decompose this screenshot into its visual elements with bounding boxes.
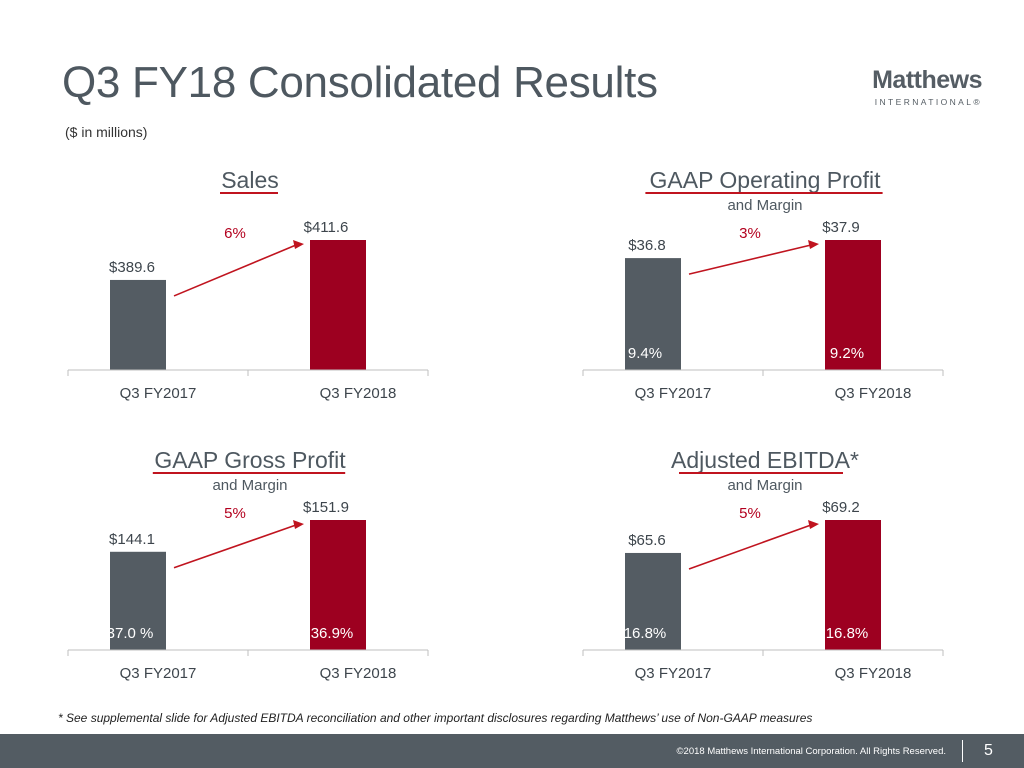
logo-tagline: INTERNATIONAL®	[874, 97, 982, 107]
bar-value-label: $151.9	[303, 499, 349, 516]
bar-q3-fy2018	[825, 520, 881, 650]
bar-q3-fy2017	[625, 552, 681, 650]
page-number: 5	[984, 742, 993, 759]
footer-divider	[962, 740, 963, 762]
margin-label: 9.4%	[628, 345, 662, 362]
margin-label: 16.8%	[826, 625, 869, 642]
category-label: Q3 FY2018	[320, 385, 397, 402]
chart-title: Sales	[221, 167, 279, 193]
margin-label: 16.8%	[624, 625, 667, 642]
bar-q3-fy2018	[310, 520, 366, 650]
slide-title: Q3 FY18 Consolidated Results	[62, 58, 658, 107]
bar-value-label: $65.6	[628, 532, 666, 549]
category-label: Q3 FY2018	[835, 665, 912, 682]
chart-subtitle: and Margin	[727, 477, 802, 494]
units-subtitle: ($ in millions)	[65, 124, 148, 140]
growth-arrowhead	[808, 240, 819, 249]
bar-value-label: $69.2	[822, 499, 860, 516]
margin-label: 36.9%	[311, 625, 354, 642]
sales-chart: Sales $389.6 Q3 FY2017 $411.6 Q3 FY2018 6%	[67, 167, 429, 402]
chart-subtitle: and Margin	[727, 197, 802, 214]
company-logo: Matthews INTERNATIONAL®	[852, 66, 982, 107]
logo-wordmark: Matthews	[872, 66, 982, 94]
growth-arrowhead	[808, 520, 819, 529]
bar-value-label: $144.1	[109, 531, 155, 548]
growth-arrow	[688, 524, 812, 570]
bar-value-label: $411.6	[304, 219, 349, 236]
bar-q3-fy2018	[310, 240, 366, 370]
category-label: Q3 FY2017	[120, 385, 197, 402]
category-label: Q3 FY2017	[635, 385, 712, 402]
category-label: Q3 FY2018	[835, 385, 912, 402]
growth-arrowhead	[293, 520, 304, 529]
bar-q3-fy2017	[110, 279, 166, 370]
growth-arrow	[688, 244, 812, 275]
footnote: * See supplemental slide for Adjusted EB…	[58, 711, 813, 725]
growth-label: 5%	[739, 505, 761, 522]
adjusted-ebitda-chart: Adjusted EBITDA* and Margin $65.6 16.8% Q3 F…	[582, 447, 944, 682]
bar-value-label: $37.9	[822, 219, 860, 236]
margin-label: 37.0 %	[107, 625, 154, 642]
chart-title: Adjusted EBITDA*	[671, 447, 859, 473]
chart-title: GAAP Operating Profit	[650, 167, 882, 193]
chart-title: GAAP Gross Profit	[154, 447, 346, 473]
chart-subtitle: and Margin	[212, 477, 287, 494]
footer-bar: ©2018 Matthews International Corporation…	[0, 734, 1024, 768]
margin-label: 9.2%	[830, 345, 864, 362]
category-label: Q3 FY2017	[120, 665, 197, 682]
category-label: Q3 FY2017	[635, 665, 712, 682]
growth-label: 6%	[224, 225, 246, 242]
operating-profit-chart: GAAP Operating Profit and Margin $36.8 9.4%…	[582, 167, 944, 402]
growth-arrowhead	[293, 240, 304, 249]
category-label: Q3 FY2018	[320, 665, 397, 682]
growth-label: 3%	[739, 225, 761, 242]
bar-q3-fy2017	[110, 551, 166, 650]
growth-label: 5%	[224, 505, 246, 522]
bar-q3-fy2017	[625, 258, 681, 370]
growth-arrow	[173, 524, 297, 569]
bar-value-label: $389.6	[109, 259, 155, 276]
bar-q3-fy2018	[825, 240, 881, 370]
bar-value-label: $36.8	[628, 237, 666, 254]
gross-profit-chart: GAAP Gross Profit and Margin $144.1 37.0 % Q…	[67, 447, 429, 682]
growth-arrow	[173, 244, 297, 297]
copyright-notice: ©2018 Matthews International Corporation…	[676, 746, 946, 757]
